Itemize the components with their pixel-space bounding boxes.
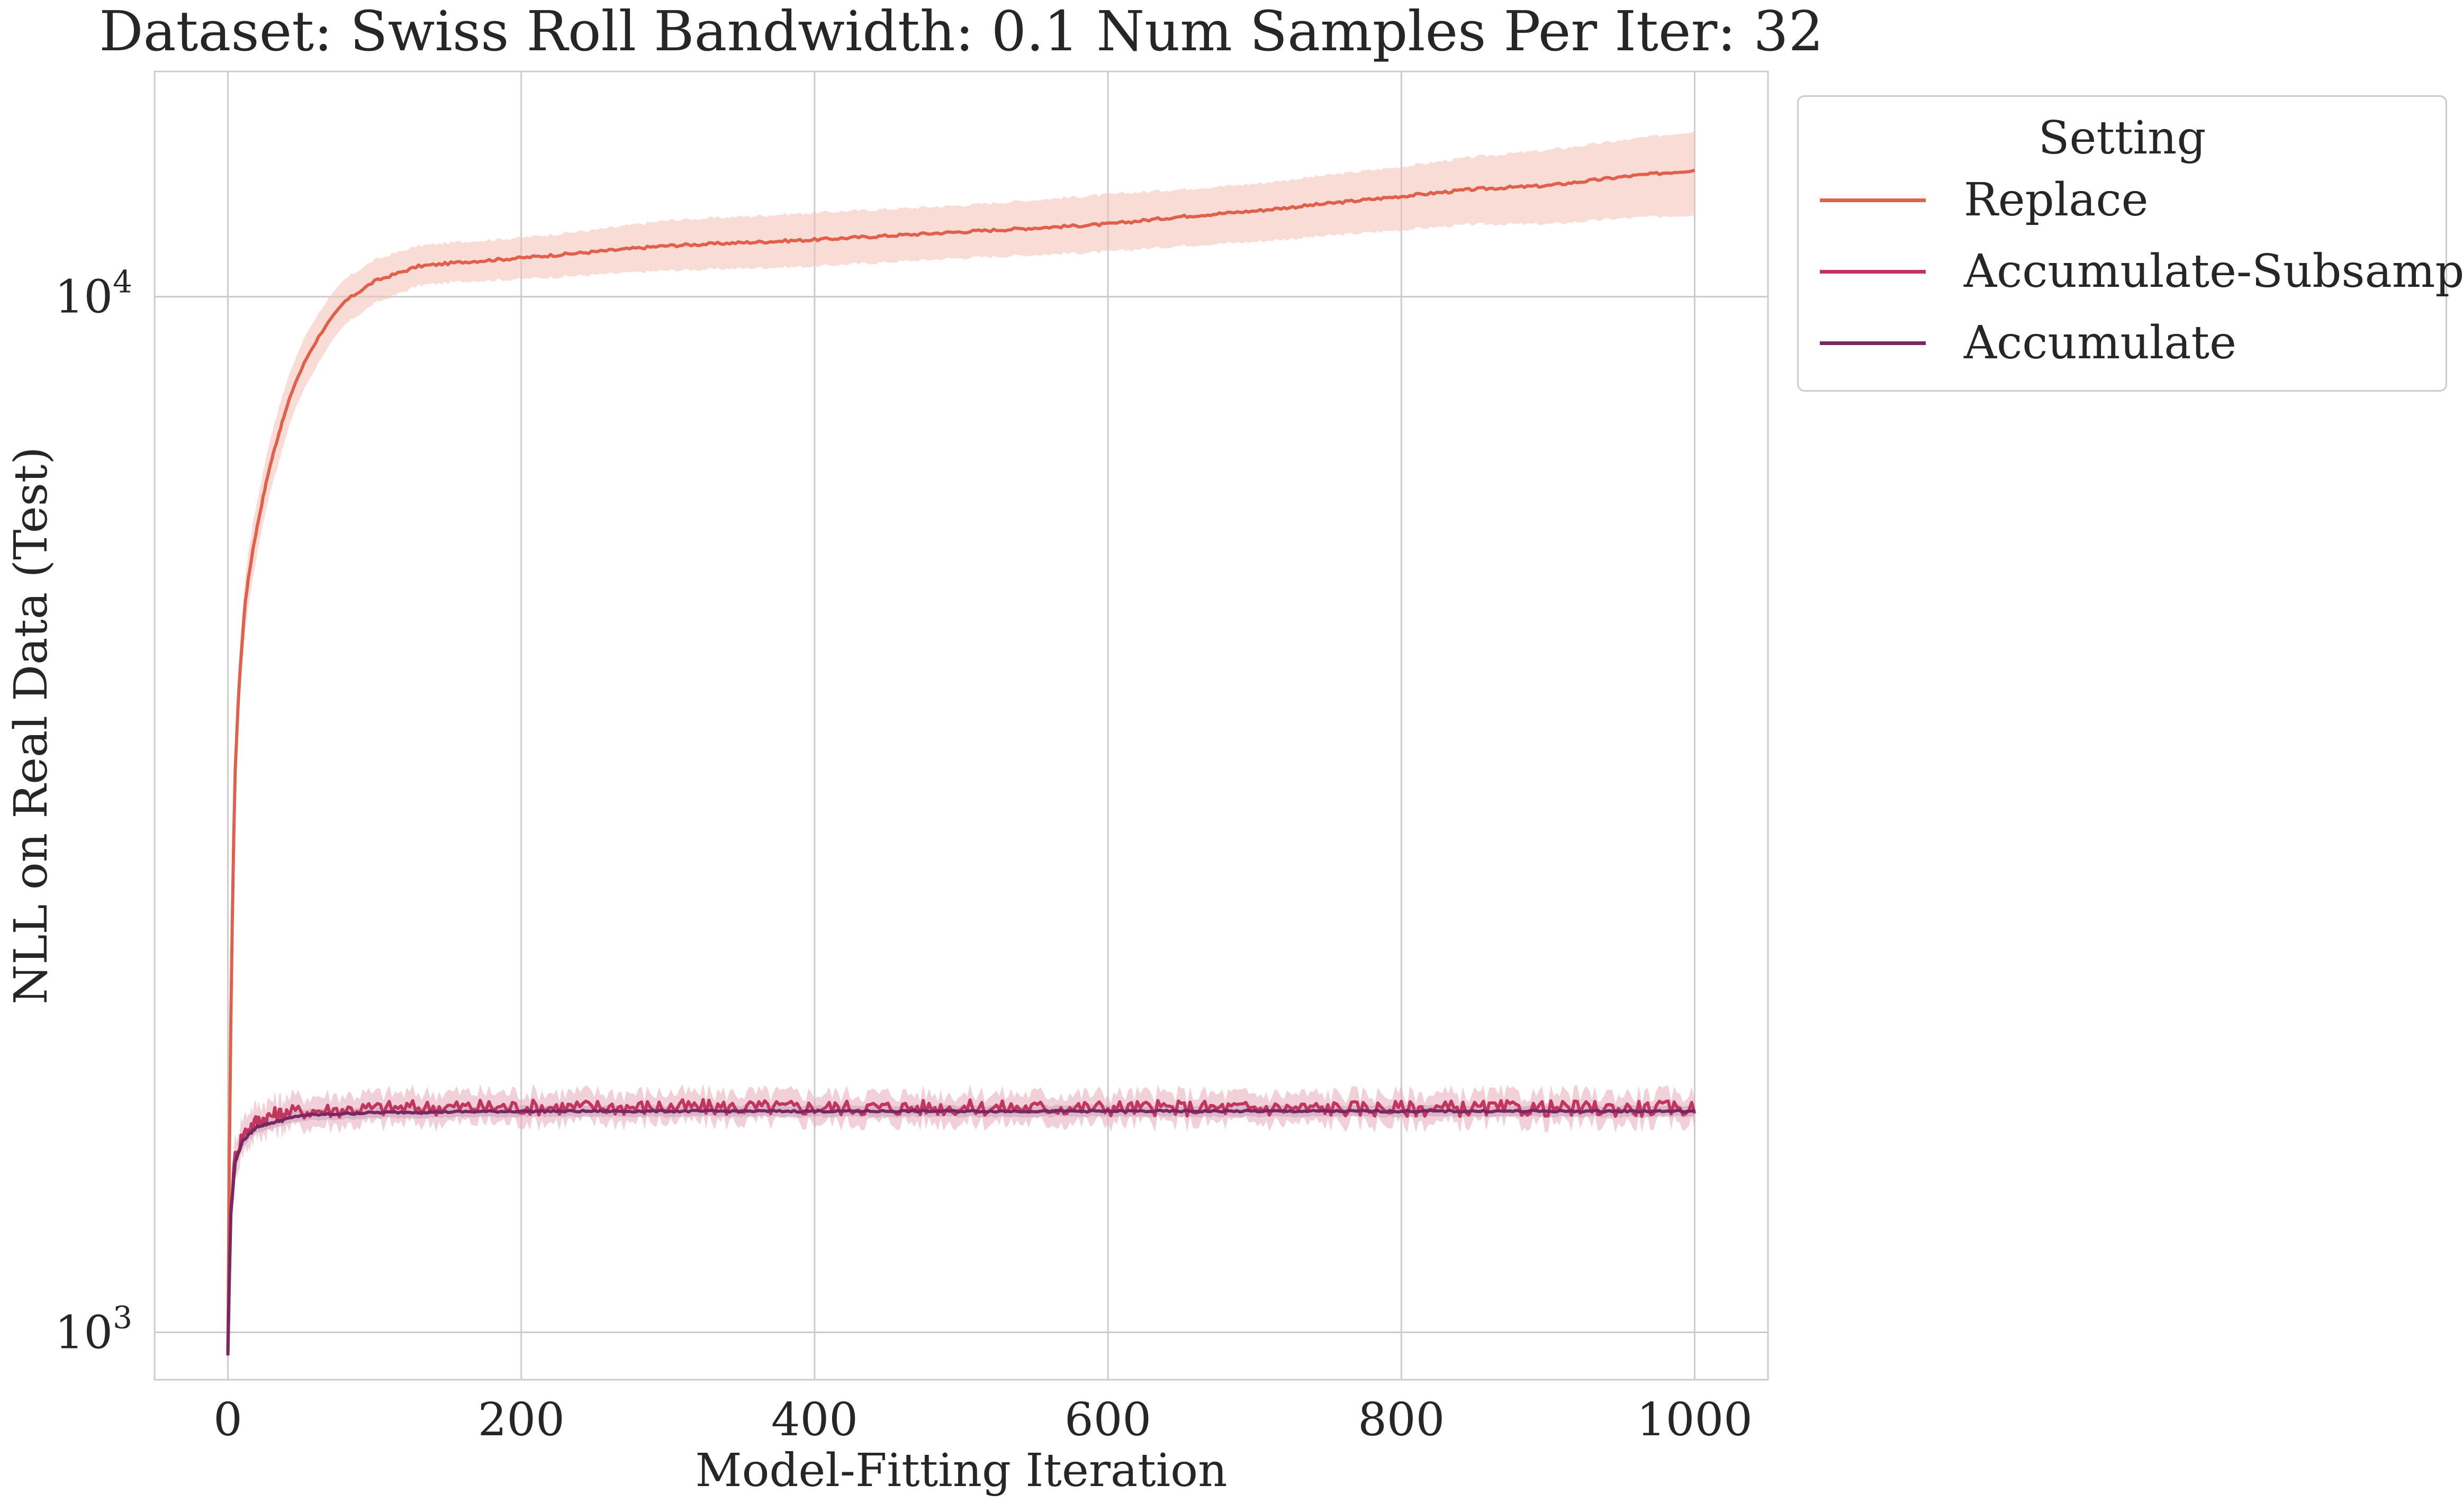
series-line-replace xyxy=(226,168,1695,1356)
legend-label-accumulate: Accumulate xyxy=(1964,316,2236,369)
plot-area xyxy=(154,70,1769,1381)
legend-label-accumulate-subsample: Accumulate-Subsample xyxy=(1964,245,2463,298)
legend-swatch-accumulate-subsample xyxy=(1820,269,1926,274)
x-axis-label: Model-Fitting Iteration xyxy=(696,1444,1228,1497)
x-tick-label: 200 xyxy=(478,1393,565,1446)
legend-item-accumulate-subsample: Accumulate-Subsample xyxy=(1820,237,2463,306)
legend-item-replace: Replace xyxy=(1820,166,2149,234)
y-axis-label: NLL on Real Data (Test) xyxy=(5,447,58,1004)
legend-title: Setting xyxy=(2038,112,2206,165)
legend-label-replace: Replace xyxy=(1964,174,2149,227)
series-line-accumulate xyxy=(226,1108,1695,1356)
y-tick-label: 103 xyxy=(55,1299,132,1359)
legend-item-accumulate: Accumulate xyxy=(1820,309,2236,377)
y-tick-label: 104 xyxy=(55,264,132,324)
x-tick-label: 800 xyxy=(1358,1393,1445,1446)
x-tick-label: 1000 xyxy=(1637,1393,1753,1446)
x-tick-label: 0 xyxy=(213,1393,242,1446)
chart-title: Dataset: Swiss Roll Bandwidth: 0.1 Num S… xyxy=(99,0,1824,64)
x-tick-label: 600 xyxy=(1064,1393,1151,1446)
legend-swatch-replace xyxy=(1820,198,1926,202)
legend: Setting Replace Accumulate-Subsample Acc… xyxy=(1797,95,2463,392)
legend-swatch-accumulate xyxy=(1820,341,1926,345)
x-tick-label: 400 xyxy=(771,1393,858,1446)
